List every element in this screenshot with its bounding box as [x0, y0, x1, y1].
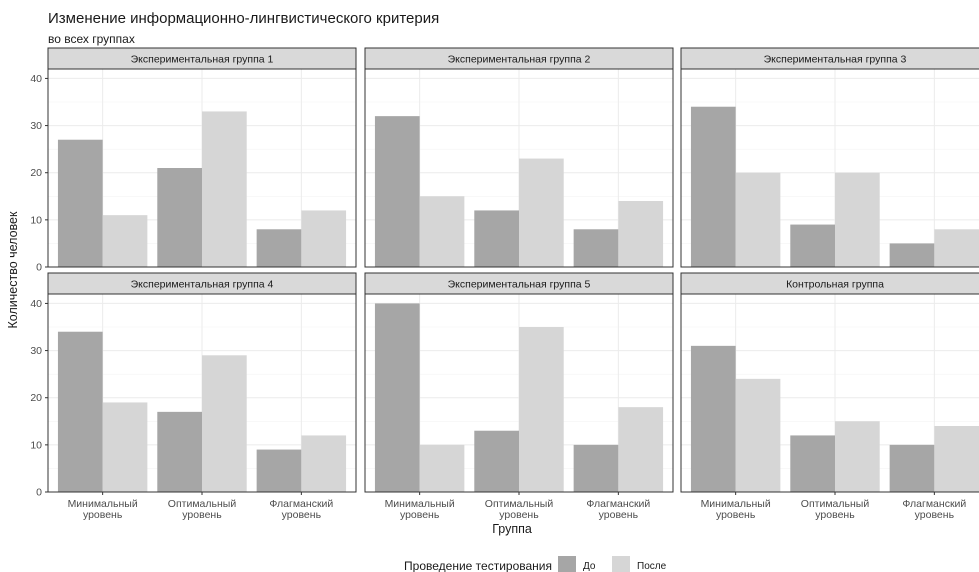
- facet-panel: Контрольная группа Минимальный уровень Опти…: [680, 272, 979, 521]
- facet-panel: Экспериментальная группа 1 0 10 20 30 40: [30, 47, 357, 274]
- bar-posle: [301, 210, 347, 267]
- bar-posle: [419, 444, 465, 492]
- bar-do: [573, 229, 619, 267]
- bar-posle: [934, 229, 979, 267]
- bar-posle: [419, 196, 465, 267]
- bar-posle: [202, 111, 247, 267]
- chart-title: Изменение информационно-лингвистического…: [48, 10, 439, 27]
- bar-do: [374, 116, 420, 268]
- y-tick-label: 40: [30, 73, 42, 85]
- y-tick-label: 0: [36, 262, 42, 274]
- bar-do: [573, 444, 619, 492]
- y-axis-title: Количество человек: [6, 211, 20, 328]
- bar-do: [157, 411, 202, 492]
- x-tick-label: Флагманский уровень: [902, 498, 966, 521]
- bar-posle: [735, 172, 781, 267]
- bar-do: [256, 229, 302, 267]
- panel-border: [364, 68, 674, 268]
- facet-panel: Экспериментальная группа 2: [364, 47, 674, 268]
- bar-do: [889, 444, 935, 492]
- legend: Проведение тестирования До После: [404, 556, 667, 572]
- x-tick-label: Оптимальный уровень: [801, 498, 870, 521]
- x-axis-title: Группа: [492, 522, 532, 536]
- y-tick-label: 10: [30, 214, 42, 226]
- legend-label-posle: После: [637, 561, 667, 572]
- facet-strip-label: Экспериментальная группа 4: [131, 279, 274, 291]
- bar-do: [690, 345, 736, 492]
- bar-posle: [519, 327, 564, 492]
- bar-posle: [618, 201, 664, 267]
- bar-posle: [835, 172, 880, 267]
- x-tick-label: Флагманский уровень: [586, 498, 650, 521]
- legend-title: Проведение тестирования: [404, 559, 552, 572]
- panels-layer: Экспериментальная группа 1010203040Экспе…: [30, 47, 979, 521]
- facet-strip-label: Экспериментальная группа 2: [448, 54, 591, 66]
- x-tick-label: Оптимальный уровень: [485, 498, 554, 521]
- chart-subtitle: во всех группах: [48, 32, 135, 46]
- bar-do: [256, 449, 302, 492]
- facet-strip-label: Экспериментальная группа 3: [764, 54, 907, 66]
- bar-do: [474, 210, 519, 267]
- x-tick-label: Флагманский уровень: [269, 498, 333, 521]
- bar-do: [474, 430, 519, 492]
- bar-posle: [735, 378, 781, 492]
- facet-strip-label: Экспериментальная группа 1: [131, 54, 274, 66]
- legend-label-do: До: [583, 561, 596, 572]
- y-tick-label: 30: [30, 345, 42, 357]
- bar-posle: [519, 158, 564, 267]
- bar-do: [790, 435, 835, 492]
- bar-do: [690, 106, 736, 267]
- x-tick-label: Минимальный уровень: [385, 498, 455, 521]
- y-tick-label: 0: [36, 487, 42, 499]
- facet-strip-label: Экспериментальная группа 5: [448, 279, 591, 291]
- bar-posle: [301, 435, 347, 492]
- panel-border: [680, 68, 979, 268]
- bar-posle: [102, 402, 148, 492]
- y-tick-label: 20: [30, 392, 42, 404]
- y-tick-label: 20: [30, 167, 42, 179]
- y-tick-label: 10: [30, 439, 42, 451]
- facet-strip-label: Контрольная группа: [786, 279, 884, 291]
- bar-do: [374, 303, 420, 492]
- legend-swatch-do: [558, 556, 576, 572]
- x-tick-label: Оптимальный уровень: [168, 498, 237, 521]
- facet-panel: Экспериментальная группа 4 0 10 20 30 40 Миним…: [30, 272, 357, 521]
- bar-posle: [618, 407, 664, 492]
- y-tick-label: 30: [30, 120, 42, 132]
- bar-posle: [835, 421, 880, 492]
- bar-posle: [102, 215, 148, 267]
- bar-do: [57, 331, 103, 492]
- bar-posle: [202, 355, 247, 492]
- legend-swatch-posle: [612, 556, 630, 572]
- x-tick-label: Минимальный уровень: [68, 498, 138, 521]
- facet-panel: Экспериментальная группа 3: [680, 47, 979, 268]
- bar-do: [790, 224, 835, 267]
- bar-do: [889, 243, 935, 267]
- x-tick-label: Минимальный уровень: [701, 498, 771, 521]
- bar-do: [157, 168, 202, 267]
- panel-border: [47, 68, 357, 268]
- facet-panel: Экспериментальная группа 5 Минимальный уро…: [364, 272, 674, 521]
- bar-posle: [934, 426, 979, 492]
- y-tick-label: 40: [30, 298, 42, 310]
- bar-do: [57, 139, 103, 267]
